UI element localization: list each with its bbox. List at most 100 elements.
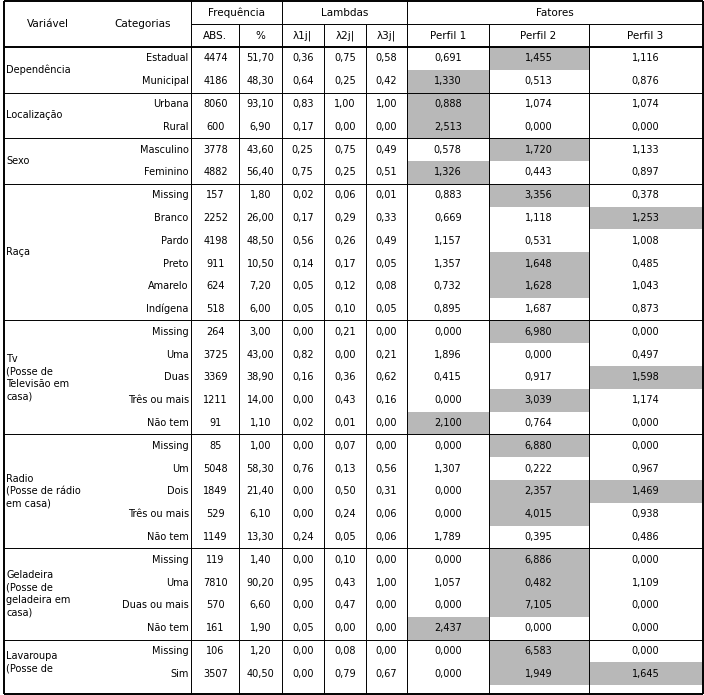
Text: Sexo: Sexo: [6, 156, 30, 166]
Bar: [489, 138, 589, 161]
Text: 0,00: 0,00: [334, 122, 356, 132]
Text: 0,29: 0,29: [334, 213, 356, 223]
Text: 0,691: 0,691: [434, 54, 462, 63]
Text: 1,109: 1,109: [631, 578, 660, 587]
Text: 2,357: 2,357: [524, 486, 553, 496]
Text: 90,20: 90,20: [246, 578, 275, 587]
Text: 0,75: 0,75: [292, 167, 313, 177]
Text: 1,157: 1,157: [434, 236, 462, 246]
Text: 0,05: 0,05: [292, 623, 313, 633]
Text: 1,00: 1,00: [250, 441, 271, 451]
Text: 2,100: 2,100: [434, 418, 462, 428]
Text: 0,378: 0,378: [631, 190, 660, 200]
Text: 0,07: 0,07: [334, 441, 356, 451]
Text: 0,16: 0,16: [376, 395, 397, 405]
Text: 0,95: 0,95: [292, 578, 313, 587]
Text: 0,16: 0,16: [292, 373, 313, 382]
Bar: [489, 480, 589, 503]
Text: 0,43: 0,43: [334, 395, 356, 405]
Text: 1,116: 1,116: [631, 54, 660, 63]
Text: 0,31: 0,31: [376, 486, 397, 496]
Text: 6,886: 6,886: [524, 555, 553, 565]
Text: 1,789: 1,789: [434, 532, 462, 542]
Text: 0,513: 0,513: [524, 76, 553, 86]
Text: 0,000: 0,000: [434, 395, 462, 405]
Text: Geladeira
(Posse de
geladeira em
casa): Geladeira (Posse de geladeira em casa): [6, 571, 70, 618]
Text: 6,10: 6,10: [250, 509, 271, 519]
Text: 6,00: 6,00: [250, 304, 271, 314]
Text: 624: 624: [206, 281, 225, 291]
Bar: [489, 662, 589, 685]
Text: 0,49: 0,49: [376, 145, 397, 154]
Text: Fatores: Fatores: [536, 8, 574, 18]
Text: 13,30: 13,30: [246, 532, 275, 542]
Bar: [407, 115, 489, 138]
Text: 0,08: 0,08: [334, 646, 356, 656]
Text: Masculino: Masculino: [140, 145, 189, 154]
Text: ABS.: ABS.: [203, 31, 227, 40]
Text: 0,000: 0,000: [524, 623, 553, 633]
Text: 0,36: 0,36: [292, 54, 313, 63]
Text: 1,40: 1,40: [250, 555, 271, 565]
Text: 1,057: 1,057: [434, 578, 462, 587]
Text: 0,00: 0,00: [334, 350, 356, 360]
Text: 0,51: 0,51: [376, 167, 397, 177]
Bar: [489, 594, 589, 616]
Text: 0,000: 0,000: [434, 486, 462, 496]
Text: 0,83: 0,83: [292, 99, 313, 109]
Text: 0,00: 0,00: [292, 555, 313, 565]
Text: 0,17: 0,17: [292, 213, 313, 223]
Text: 0,00: 0,00: [376, 327, 397, 337]
Text: 0,00: 0,00: [292, 486, 313, 496]
Text: Localização: Localização: [6, 111, 63, 120]
Text: Lavaroupa
(Posse de: Lavaroupa (Posse de: [6, 651, 58, 673]
Text: 0,42: 0,42: [376, 76, 397, 86]
Text: 0,000: 0,000: [631, 555, 660, 565]
Text: 0,58: 0,58: [376, 54, 397, 63]
Text: 0,897: 0,897: [631, 167, 660, 177]
Text: 0,08: 0,08: [376, 281, 397, 291]
Text: 911: 911: [206, 259, 225, 268]
Text: 56,40: 56,40: [246, 167, 275, 177]
Text: λ2j|: λ2j|: [335, 31, 355, 41]
Text: 4198: 4198: [203, 236, 227, 246]
Text: 4882: 4882: [203, 167, 227, 177]
Text: 0,05: 0,05: [376, 304, 397, 314]
Text: Um: Um: [172, 464, 189, 474]
Text: 0,578: 0,578: [434, 145, 462, 154]
Text: 3,356: 3,356: [524, 190, 553, 200]
Bar: [589, 366, 703, 389]
Text: 0,10: 0,10: [334, 555, 356, 565]
Text: 0,01: 0,01: [334, 418, 356, 428]
Text: 0,00: 0,00: [292, 669, 313, 679]
Text: 1211: 1211: [203, 395, 227, 405]
Text: 0,876: 0,876: [631, 76, 660, 86]
Text: 0,17: 0,17: [334, 259, 356, 268]
Text: 0,000: 0,000: [631, 441, 660, 451]
Text: 0,000: 0,000: [434, 327, 462, 337]
Text: 1,00: 1,00: [376, 99, 397, 109]
Text: 0,482: 0,482: [524, 578, 553, 587]
Text: 106: 106: [206, 646, 225, 656]
Text: Missing: Missing: [152, 646, 189, 656]
Text: 0,000: 0,000: [631, 418, 660, 428]
Text: 0,06: 0,06: [376, 509, 397, 519]
Text: 570: 570: [206, 600, 225, 610]
Text: 0,00: 0,00: [292, 441, 313, 451]
Text: 0,895: 0,895: [434, 304, 462, 314]
Text: Duas: Duas: [163, 373, 189, 382]
Text: 0,25: 0,25: [334, 76, 356, 86]
Text: 6,980: 6,980: [524, 327, 553, 337]
Text: Não tem: Não tem: [147, 623, 189, 633]
Text: 0,732: 0,732: [434, 281, 462, 291]
Text: 3,00: 3,00: [250, 327, 271, 337]
Text: 1,598: 1,598: [631, 373, 660, 382]
Text: 1,253: 1,253: [631, 213, 660, 223]
Text: 0,12: 0,12: [334, 281, 356, 291]
Text: λ1j|: λ1j|: [293, 31, 313, 41]
Text: Missing: Missing: [152, 327, 189, 337]
Text: 0,917: 0,917: [524, 373, 553, 382]
Text: 0,75: 0,75: [334, 145, 356, 154]
Text: 0,00: 0,00: [292, 395, 313, 405]
Text: 0,50: 0,50: [334, 486, 356, 496]
